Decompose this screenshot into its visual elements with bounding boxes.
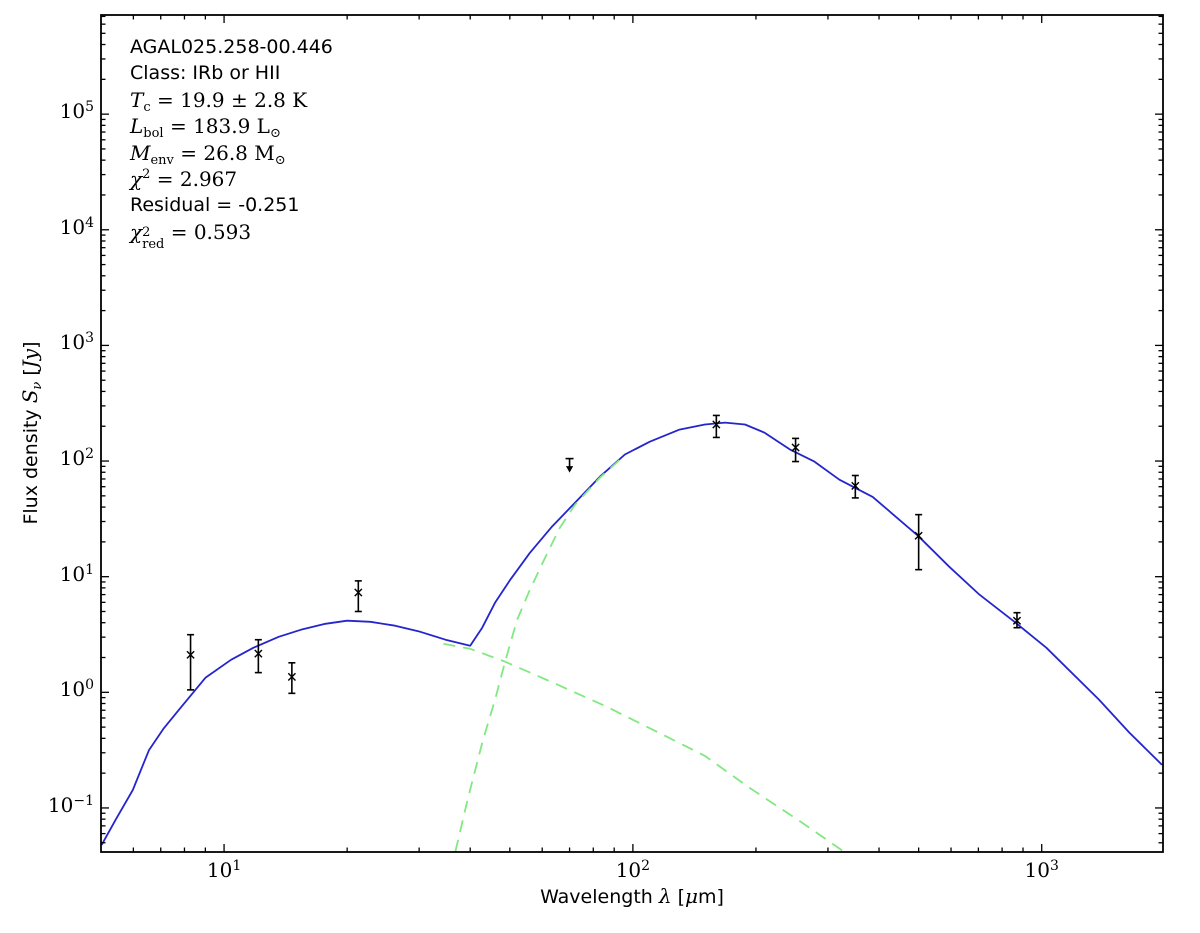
text-segment: bol bbox=[143, 126, 164, 142]
text-segment: AGAL025.258-00.446 bbox=[130, 36, 333, 58]
text-segment: χ bbox=[130, 219, 143, 244]
text-segment: [ bbox=[671, 886, 685, 908]
stacked-supsub: 2 red bbox=[142, 224, 165, 252]
upper-limit-70um bbox=[565, 457, 574, 473]
text-segment: 2 bbox=[142, 166, 151, 182]
x-axis-label: Wavelength λ [μm] bbox=[540, 884, 724, 908]
axis-ticks bbox=[101, 15, 1163, 852]
y-tick-label-10e3: 103 bbox=[59, 330, 94, 355]
text-segment: [ bbox=[20, 368, 42, 382]
text-segment: Wavelength bbox=[540, 886, 659, 908]
text-segment: T bbox=[130, 87, 144, 112]
y-tick-label-10e−1: 10−1 bbox=[47, 792, 94, 817]
text-segment: μ bbox=[684, 884, 698, 908]
text-segment: = 0.593 bbox=[164, 219, 252, 244]
data-point-8.28um bbox=[186, 633, 195, 691]
text-segment: = 19.9 ± 2.8 K bbox=[150, 87, 308, 112]
y-axis-label: Flux density Sν [Jy] bbox=[18, 341, 45, 525]
text-segment: c bbox=[143, 99, 151, 115]
annotation-line-class: Class: IRb or HII bbox=[130, 60, 333, 86]
annotation-line-residual: Residual = -0.251 bbox=[130, 192, 333, 218]
data-point-250um bbox=[791, 437, 800, 463]
y-tick-label-10e2: 102 bbox=[59, 446, 94, 471]
text-segment: ν bbox=[30, 381, 45, 390]
text-segment: env bbox=[150, 152, 174, 168]
x-tick-label-10e3: 103 bbox=[1024, 858, 1059, 882]
curve-cold-component bbox=[454, 458, 621, 852]
text-segment: = 26.8 M bbox=[173, 140, 275, 165]
text-segment: m] bbox=[697, 886, 724, 908]
text-segment: ] bbox=[20, 341, 42, 349]
text-segment: Class: IRb or HII bbox=[130, 62, 281, 85]
text-segment: M bbox=[130, 140, 151, 165]
data-point-350um bbox=[851, 474, 860, 499]
text-segment: λ bbox=[658, 884, 672, 908]
axes-frame bbox=[100, 14, 1164, 853]
x-tick-label-10e1: 101 bbox=[206, 858, 242, 882]
annotation-line-chi-squared-reduced: χ 2 red = 0.593 bbox=[130, 219, 333, 251]
x-tick-label-10e2: 102 bbox=[615, 858, 651, 882]
text-segment: χ bbox=[130, 166, 143, 191]
text-segment: ⊙ bbox=[274, 152, 286, 168]
text-segment: L bbox=[130, 114, 144, 139]
annotation-line-luminosity: Lbol = 183.9 L⊙ bbox=[130, 113, 333, 142]
y-tick-label-10e1: 101 bbox=[59, 561, 94, 586]
text-segment: S bbox=[18, 389, 42, 404]
curve-total-fit bbox=[100, 421, 1163, 846]
y-tick-label-10e4: 104 bbox=[59, 214, 94, 239]
data-point-12.13um bbox=[254, 638, 263, 674]
annotation-line-temperature: Tc = 19.9 ± 2.8 K bbox=[130, 87, 333, 115]
annotation-line-source-name: AGAL025.258-00.446 bbox=[130, 34, 333, 60]
data-point-160um bbox=[712, 414, 721, 439]
text-segment: Flux density bbox=[20, 403, 42, 525]
text-segment: Residual = -0.251 bbox=[130, 194, 300, 217]
annotation-line-mass: Menv = 26.8 M⊙ bbox=[130, 140, 333, 168]
text-segment: = 183.9 L bbox=[163, 114, 270, 139]
text-segment: ⊙ bbox=[269, 126, 281, 142]
text-segment: Jy bbox=[18, 348, 42, 369]
data-point-870um bbox=[1012, 611, 1022, 629]
data-point-21.3um bbox=[354, 580, 363, 613]
curve-warm-component bbox=[443, 642, 845, 853]
y-tick-label-10e0: 100 bbox=[59, 677, 94, 702]
text-segment: = 2.967 bbox=[150, 166, 238, 191]
fit-annotation: AGAL025.258-00.446 Class: IRb or HII Tc = … bbox=[130, 34, 333, 251]
annotation-line-chi-squared: χ2 = 2.967 bbox=[130, 166, 333, 192]
y-tick-label-10e5: 105 bbox=[59, 99, 94, 124]
data-point-500um bbox=[914, 513, 923, 571]
data-point-14.65um bbox=[287, 661, 296, 695]
